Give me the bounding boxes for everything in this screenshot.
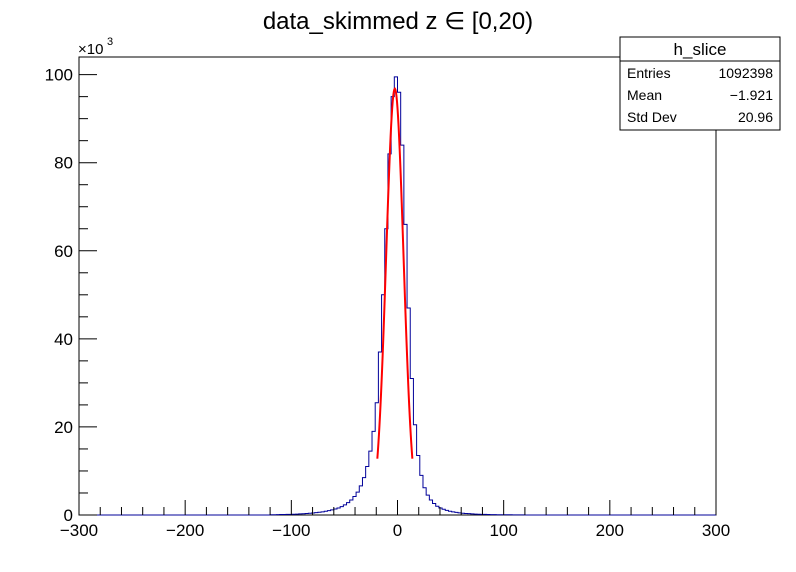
y-tick-label: 100 bbox=[45, 66, 73, 85]
x-tick-label: 0 bbox=[393, 521, 402, 540]
y-tick-label: 0 bbox=[64, 506, 73, 525]
stats-stddev-label: Std Dev bbox=[627, 109, 677, 125]
x-tick-label: −200 bbox=[166, 521, 204, 540]
y-tick-label: 80 bbox=[54, 154, 73, 173]
y-axis-multiplier: ×10 3 bbox=[78, 36, 113, 58]
x-tick-label: 200 bbox=[596, 521, 624, 540]
y-multiplier-base: ×10 bbox=[78, 41, 103, 58]
y-multiplier-exponent: 3 bbox=[107, 36, 113, 48]
x-tick-label: −300 bbox=[60, 521, 98, 540]
fit-curve-line bbox=[376, 86, 414, 459]
stats-mean-label: Mean bbox=[627, 87, 662, 103]
stats-box-title: h_slice bbox=[674, 40, 727, 59]
stats-box: h_slice Entries 1092398 Mean −1.921 Std … bbox=[619, 36, 781, 131]
y-tick-label: 40 bbox=[54, 330, 73, 349]
chart-title: data_skimmed z ∈ [0,20) bbox=[263, 8, 533, 35]
stats-entries-label: Entries bbox=[627, 65, 671, 81]
x-tick-label: 100 bbox=[489, 521, 517, 540]
gaussian-fit-curve bbox=[376, 86, 414, 459]
x-axis: −300 −200 −100 0 100 200 300 bbox=[60, 500, 730, 540]
x-tick-label: 300 bbox=[702, 521, 730, 540]
y-tick-label: 20 bbox=[54, 418, 73, 437]
stats-stddev-value: 20.96 bbox=[738, 109, 773, 125]
y-tick-label: 60 bbox=[54, 242, 73, 261]
histogram-outline bbox=[79, 76, 716, 516]
x-tick-label: −100 bbox=[272, 521, 310, 540]
stats-mean-value: −1.921 bbox=[730, 87, 773, 103]
y-axis: 0 20 40 60 80 100 bbox=[45, 66, 97, 525]
histogram-series bbox=[79, 76, 716, 516]
stats-entries-value: 1092398 bbox=[718, 65, 773, 81]
stats-box-frame bbox=[619, 36, 781, 131]
